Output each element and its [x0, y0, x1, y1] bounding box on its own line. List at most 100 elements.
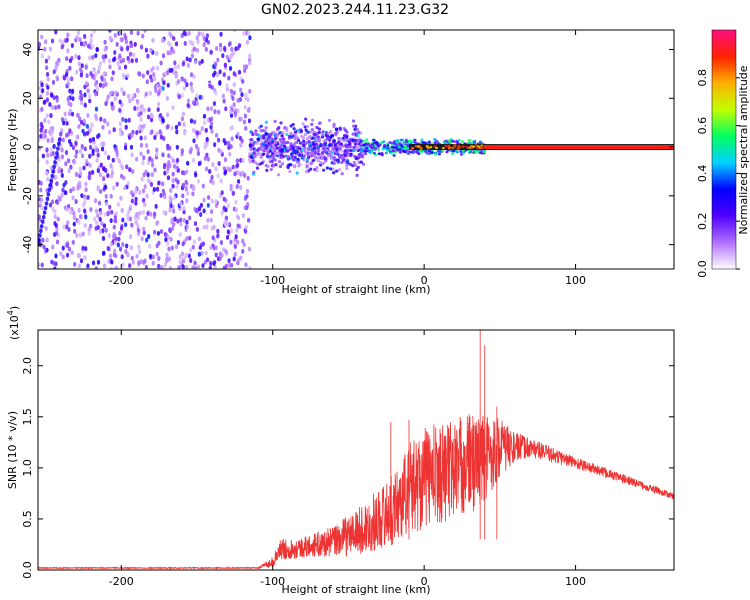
- heatmap-cell: [345, 150, 349, 154]
- heatmap-cell: [46, 152, 50, 158]
- heatmap-cell: [106, 121, 110, 127]
- heatmap-cell: [96, 134, 100, 140]
- heatmap-cell: [64, 150, 69, 155]
- heatmap-cell: [478, 140, 483, 144]
- heatmap-cell: [130, 58, 134, 64]
- heatmap-cell: [55, 226, 59, 232]
- heatmap-cell: [465, 145, 469, 149]
- heatmap-cell: [373, 146, 377, 150]
- heatmap-cell: [448, 139, 452, 143]
- heatmap-cell: [420, 138, 424, 142]
- heatmap-cell: [88, 98, 92, 104]
- heatmap-cell: [289, 131, 293, 135]
- heatmap-cell: [356, 127, 360, 132]
- heatmap-cell: [192, 239, 196, 245]
- y-tick-label: -40: [21, 236, 34, 254]
- heatmap-cell: [182, 86, 187, 91]
- heatmap-cell: [73, 228, 77, 234]
- heatmap-cell: [115, 181, 119, 187]
- heatmap-cell: [186, 160, 190, 166]
- heatmap-cell: [116, 202, 120, 207]
- heatmap-cell: [167, 40, 171, 46]
- heatmap-cell: [126, 252, 130, 258]
- heatmap-cell: [142, 155, 146, 161]
- heatmap-cell: [161, 53, 166, 59]
- heatmap-cell: [247, 246, 252, 252]
- heatmap-cell: [102, 141, 106, 147]
- heatmap-cell: [326, 154, 330, 158]
- heatmap-cell: [58, 196, 62, 202]
- heatmap-cell: [176, 179, 180, 185]
- y-tick-label: 1.5: [21, 408, 34, 426]
- heatmap-cell: [182, 30, 186, 36]
- heatmap-cell: [40, 34, 44, 40]
- heatmap-cell: [155, 131, 159, 137]
- heatmap-cell: [355, 138, 360, 143]
- heatmap-cell: [41, 88, 45, 94]
- heatmap-cell: [66, 48, 70, 54]
- heatmap-cell: [225, 54, 229, 60]
- heatmap-cell: [314, 135, 318, 139]
- heatmap-cell: [322, 168, 326, 172]
- heatmap-cell: [94, 53, 98, 59]
- heatmap-cell: [426, 146, 430, 149]
- heatmap-cell: [198, 245, 202, 250]
- heatmap-cell: [100, 221, 104, 227]
- heatmap-cell: [326, 134, 330, 138]
- heatmap-cell: [95, 158, 99, 163]
- heatmap-cell: [158, 113, 163, 118]
- heatmap-cell: [402, 150, 406, 154]
- heatmap-cell: [69, 164, 73, 170]
- heatmap-cell: [50, 104, 55, 110]
- heatmap-cell: [185, 224, 189, 229]
- heatmap-cell: [46, 85, 50, 90]
- heatmap-cell: [239, 185, 243, 191]
- heatmap-cell: [396, 139, 400, 142]
- heatmap-cell: [205, 224, 209, 230]
- heatmap-cell: [44, 58, 49, 64]
- heatmap-cell: [57, 104, 61, 110]
- heatmap-cell: [209, 121, 214, 127]
- heatmap-cell: [45, 65, 49, 70]
- heatmap-cell: [98, 172, 102, 178]
- heatmap-cell: [114, 211, 118, 217]
- snr-x-label: Height of straight line (km): [281, 583, 430, 596]
- heatmap-cell: [128, 263, 132, 269]
- heatmap-cell: [96, 168, 100, 174]
- heatmap-cell: [125, 243, 129, 249]
- heatmap-cell: [106, 155, 111, 160]
- heatmap-cell: [149, 112, 153, 118]
- heatmap-cell: [438, 150, 442, 153]
- heatmap-cell: [38, 137, 41, 143]
- heatmap-cell: [165, 112, 170, 118]
- heatmap-cell: [190, 53, 195, 59]
- heatmap-cell: [70, 76, 74, 82]
- heatmap-cell: [362, 139, 366, 143]
- heatmap-cell: [135, 156, 139, 162]
- heatmap-cell: [148, 90, 152, 96]
- heatmap-cell: [152, 187, 156, 192]
- heatmap-cell: [106, 173, 110, 178]
- heatmap-cell: [119, 225, 124, 231]
- heatmap-cell: [389, 151, 393, 155]
- heatmap-cell: [285, 128, 289, 133]
- heatmap-cell: [141, 73, 145, 79]
- heatmap-cell: [149, 130, 153, 136]
- heatmap-cell: [210, 198, 214, 204]
- heatmap-cell: [280, 139, 284, 143]
- heatmap-cell: [125, 164, 129, 170]
- heatmap-cell: [294, 141, 298, 145]
- heatmap-cells: [38, 30, 674, 269]
- heatmap-cell: [261, 142, 266, 146]
- heatmap-cell: [234, 199, 238, 205]
- heatmap-cell: [278, 164, 283, 169]
- heatmap-cell: [230, 52, 234, 58]
- heatmap-cell: [117, 158, 121, 164]
- heatmap-cell: [101, 251, 106, 256]
- heatmap-cell: [182, 122, 186, 127]
- heatmap-cell: [194, 172, 198, 178]
- heatmap-cell: [98, 216, 102, 222]
- heatmap-cell: [38, 42, 42, 47]
- heatmap-cell: [234, 234, 238, 240]
- heatmap-cell: [84, 80, 88, 86]
